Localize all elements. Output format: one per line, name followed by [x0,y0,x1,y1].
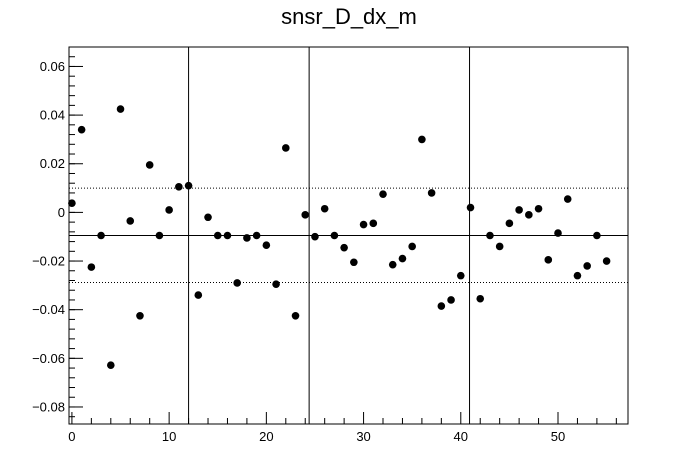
data-point [408,242,416,251]
y-tick-label: −0.04 [32,302,65,317]
data-point [77,125,86,134]
data-point [447,296,455,304]
data-point [427,189,436,197]
x-tick-label: 50 [551,429,565,444]
data-points [68,105,611,369]
y-tick-label: 0 [58,205,65,220]
data-point [398,254,407,263]
data-point [476,294,485,303]
x-axis: 0 10 20 30 40 50 [68,412,617,444]
y-tick-label: −0.06 [32,351,65,366]
data-point [194,291,203,299]
data-point [291,311,300,320]
data-point [272,280,280,288]
data-point [155,231,164,240]
y-tick-label: 0.06 [40,59,65,74]
data-point [534,204,543,213]
data-point [320,204,329,213]
data-point [379,190,387,198]
reference-lines [69,47,628,424]
y-tick-label: −0.02 [32,254,65,269]
data-point [495,242,504,251]
data-point [340,243,348,252]
data-point [563,195,572,203]
data-point [602,257,611,265]
data-point [544,256,553,264]
data-point [233,279,241,287]
data-point [136,311,144,320]
data-point [116,105,125,113]
data-point [359,220,368,229]
data-point [301,211,310,219]
data-point [204,213,212,222]
data-point [281,144,290,152]
data-point [184,181,193,190]
data-point [223,231,232,240]
y-tick-label: 0.02 [40,156,65,171]
data-point [350,258,358,267]
data-point [525,211,533,219]
data-point [486,231,494,240]
data-point [388,260,397,269]
data-point [466,203,475,212]
data-point [418,135,426,144]
data-point [213,231,222,240]
data-point [165,206,173,214]
data-point [145,161,154,169]
data-point [311,232,319,241]
data-point [252,231,261,240]
x-tick-label: 40 [454,429,468,444]
data-point [175,183,183,191]
data-point [369,219,378,228]
x-tick-label: 20 [259,429,273,444]
x-tick-label: 30 [356,429,370,444]
data-point [330,231,339,240]
y-tick-label: 0.04 [40,108,65,123]
data-point [573,271,582,280]
data-point [262,241,271,250]
data-point [505,219,514,228]
data-point [68,199,76,207]
y-tick-label: −0.08 [32,399,65,414]
data-point [437,302,446,310]
data-point [243,234,251,242]
y-axis: −0.08 −0.06 −0.04 −0.02 0 0.02 0.04 0.06 [32,56,83,418]
data-point [126,217,135,225]
data-point [515,206,523,214]
chart-title: snsr_D_dx_m [281,4,417,29]
x-tick-label: 0 [68,429,75,444]
data-point [97,231,105,240]
data-point [107,361,115,369]
data-point [593,231,601,240]
data-point [456,271,465,280]
data-point [583,262,591,270]
data-point [87,263,96,271]
data-point [554,229,562,237]
x-tick-label: 10 [162,429,176,444]
